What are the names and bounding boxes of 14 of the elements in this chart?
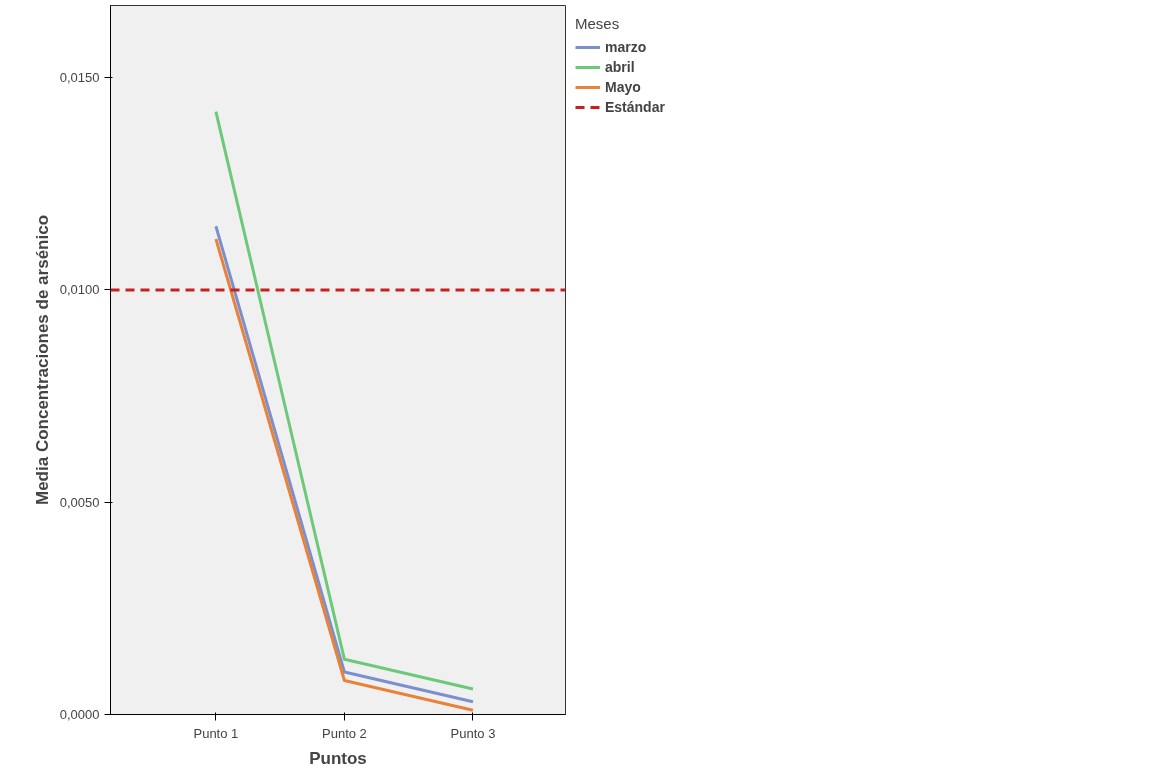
legend-label: abril [605, 59, 635, 75]
y-axis-title: Media Concentraciones de arsénico [32, 214, 52, 506]
legend-label: Mayo [605, 79, 641, 95]
y-tick-label: 0,0100 [59, 282, 100, 298]
y-tick-label: 0,0150 [59, 70, 100, 86]
x-tick-label: Punto 2 [322, 725, 367, 741]
x-tick-label: Punto 3 [450, 725, 496, 741]
y-tick-label: 0,0000 [59, 707, 100, 722]
y-tick-label: 0,0050 [59, 494, 100, 510]
legend-label: marzo [605, 39, 647, 55]
x-tick-label: Punto 1 [193, 725, 239, 741]
legend-title: Meses [575, 15, 621, 32]
x-axis-title: Puntos [309, 748, 367, 768]
legend-label: Estándar [605, 99, 665, 115]
